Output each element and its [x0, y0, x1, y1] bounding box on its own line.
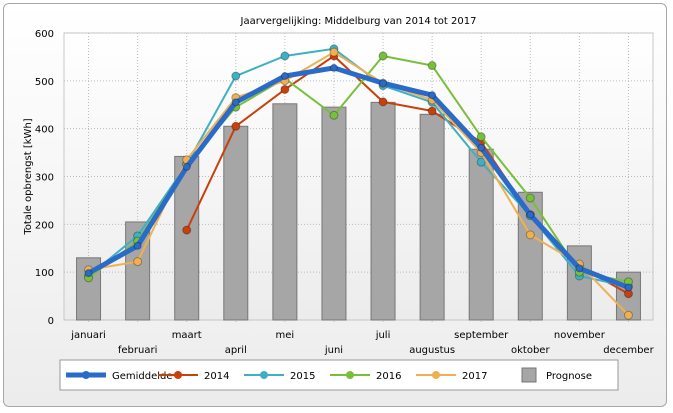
- point-2015: [280, 51, 290, 61]
- point-Gemiddelde: [526, 210, 535, 219]
- legend-label: 2015: [290, 371, 315, 382]
- legend-swatch: [521, 367, 537, 383]
- point-2016: [525, 193, 535, 203]
- point-2014: [427, 106, 437, 116]
- legend-label: 2017: [462, 371, 487, 382]
- bar-prognose: [272, 103, 298, 321]
- point-2014: [182, 225, 192, 235]
- y-tick-label: 400: [35, 125, 54, 136]
- legend-label: Gemiddelde: [112, 371, 173, 382]
- y-axis-label: Totale opbrengst [kWh]: [23, 118, 34, 235]
- point-Gemiddelde: [477, 143, 486, 152]
- x-tick-label: april: [225, 345, 247, 356]
- legend-label: 2014: [204, 371, 229, 382]
- y-tick-label: 200: [35, 220, 54, 231]
- x-tick-label: mei: [276, 330, 295, 341]
- x-tick-label: februari: [118, 345, 158, 356]
- legend-label: Prognose: [546, 371, 592, 382]
- x-tick-label: oktober: [511, 345, 550, 356]
- bar-prognose: [370, 101, 396, 321]
- point-Gemiddelde: [624, 283, 633, 292]
- y-tick-label: 600: [35, 29, 54, 40]
- point-Gemiddelde: [379, 79, 388, 88]
- bar-prognose: [419, 113, 445, 321]
- point-Gemiddelde: [575, 264, 584, 273]
- point-Gemiddelde: [133, 241, 142, 250]
- x-tick-label: december: [603, 345, 654, 356]
- x-tick-label: maart: [172, 330, 202, 341]
- point-Gemiddelde: [329, 63, 338, 72]
- legend-marker: [346, 371, 354, 379]
- point-2017: [525, 230, 535, 240]
- x-tick-label: januari: [70, 330, 106, 341]
- legend-marker: [82, 371, 90, 379]
- point-2014: [378, 97, 388, 107]
- bar-prognose: [223, 125, 249, 321]
- point-2014: [280, 84, 290, 94]
- x-tick-label: juni: [324, 345, 343, 356]
- y-tick-label: 500: [35, 77, 54, 88]
- chart-title: Jaarvergelijking: Middelburg van 2014 to…: [240, 16, 477, 27]
- x-tick-label: augustus: [409, 345, 455, 356]
- point-Gemiddelde: [428, 91, 437, 100]
- point-2016: [427, 61, 437, 71]
- point-2016: [476, 132, 486, 142]
- y-tick-label: 100: [35, 268, 54, 279]
- legend-marker: [174, 371, 182, 379]
- point-2015: [476, 157, 486, 167]
- point-2017: [623, 310, 633, 320]
- point-Gemiddelde: [84, 269, 93, 278]
- line-Gemiddelde: [87, 65, 630, 290]
- legend-label: 2016: [376, 371, 401, 382]
- bar-prognose: [468, 148, 494, 321]
- point-2015: [231, 71, 241, 81]
- point-2014: [231, 121, 241, 131]
- bar-prognose: [321, 106, 347, 321]
- legend-marker: [260, 371, 268, 379]
- point-Gemiddelde: [182, 162, 191, 171]
- x-tick-label: juli: [375, 330, 391, 341]
- y-tick-label: 300: [35, 173, 54, 184]
- legend-marker: [432, 371, 440, 379]
- point-2017: [133, 257, 143, 267]
- point-2016: [378, 51, 388, 61]
- point-2017: [329, 47, 339, 57]
- x-tick-label: september: [454, 330, 509, 341]
- point-2016: [329, 110, 339, 120]
- y-tick-label: 0: [48, 316, 54, 327]
- point-Gemiddelde: [231, 98, 240, 107]
- x-tick-label: november: [554, 330, 606, 341]
- point-Gemiddelde: [280, 72, 289, 81]
